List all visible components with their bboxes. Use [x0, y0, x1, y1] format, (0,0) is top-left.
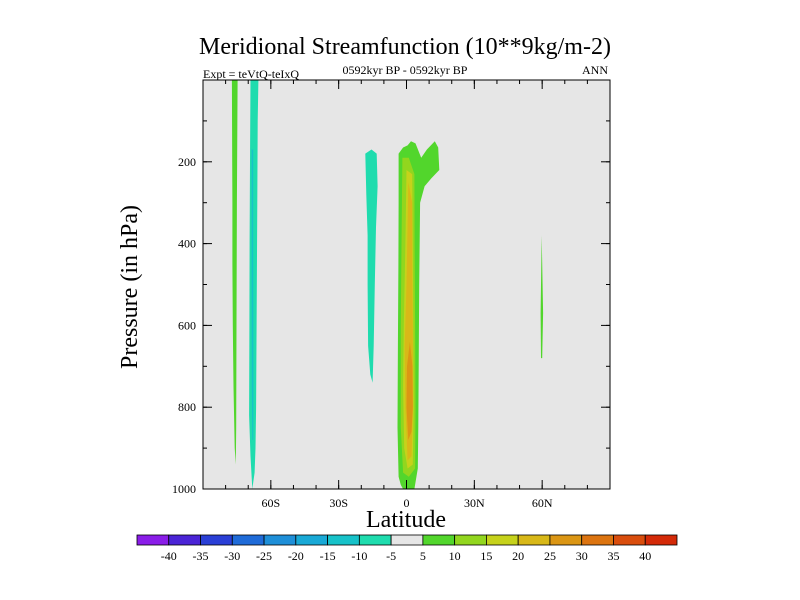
y-tick-label: 600 [178, 318, 196, 332]
contour-region-8 [406, 341, 413, 440]
colorbar-swatch [295, 534, 328, 546]
colorbar-swatch [390, 534, 424, 546]
colorbar-swatch [613, 534, 646, 546]
colorbar-label: 35 [607, 549, 619, 563]
colorbar-swatch [644, 534, 678, 546]
colorbar: -40 -35 -30 -25 -20 -15 -10 -5 5 10 15 20 25 30 35 40 [136, 534, 678, 563]
colorbar-label: 20 [512, 549, 524, 563]
contour-region-2 [251, 149, 254, 440]
y-tick-label: 400 [178, 237, 196, 251]
colorbar-swatch [231, 534, 265, 546]
colorbar-label: -5 [386, 549, 396, 563]
colorbar-label: 40 [639, 549, 651, 563]
colorbar-swatch [136, 534, 170, 546]
colorbar-label: -15 [320, 549, 336, 563]
x-axis-ticks: 60S 30S 0 30N 60N [202, 80, 611, 510]
x-tick-label: 30N [464, 496, 485, 510]
colorbar-label: 5 [420, 549, 426, 563]
colorbar-label: 10 [449, 549, 461, 563]
x-axis-label: Latitude [366, 507, 446, 533]
colorbar-label: -30 [224, 549, 240, 563]
y-axis-label: Pressure (in hPa) [117, 205, 143, 369]
colorbar-swatch [168, 534, 201, 546]
y-tick-label: 200 [178, 155, 196, 169]
colorbar-label: 30 [576, 549, 588, 563]
season-label: ANN [582, 63, 608, 77]
colorbar-swatch [549, 534, 583, 546]
colorbar-swatch [422, 534, 456, 546]
x-tick-label: 60N [532, 496, 553, 510]
colorbar-label: -10 [351, 549, 367, 563]
colorbar-label: -35 [193, 549, 209, 563]
y-axis-ticks: 200 400 600 800 1000 [172, 120, 610, 496]
x-tick-label: 30S [329, 496, 348, 510]
colorbar-swatch [200, 534, 233, 546]
colorbar-swatch [581, 534, 614, 546]
x-tick-label: 60S [261, 496, 280, 510]
colorbar-label: 25 [544, 549, 556, 563]
y-tick-label: 1000 [172, 482, 196, 496]
contour-region-1 [249, 80, 259, 489]
y-tick-label: 800 [178, 400, 196, 414]
contour-regions [231, 80, 544, 489]
chart-subtitle: 0592kyr BP - 0592kyr BP [343, 63, 468, 77]
experiment-label: Expt = teVtQ-teIxQ [203, 67, 299, 81]
colorbar-swatch [517, 534, 551, 546]
x-tick-label: 0 [404, 496, 410, 510]
colorbar-swatch [263, 534, 297, 546]
contour-region-9 [540, 235, 544, 359]
colorbar-label: -40 [161, 549, 177, 563]
chart-title: Meridional Streamfunction (10**9kg/m-2) [199, 34, 611, 60]
colorbar-swatch [358, 534, 392, 546]
colorbar-label: -20 [288, 549, 304, 563]
colorbar-swatch [327, 534, 360, 546]
colorbar-swatch [454, 534, 487, 546]
contour-region-0 [231, 80, 238, 465]
contour-region-3 [365, 149, 378, 383]
colorbar-label: 15 [480, 549, 492, 563]
colorbar-swatch [486, 534, 519, 546]
colorbar-label: -25 [256, 549, 272, 563]
